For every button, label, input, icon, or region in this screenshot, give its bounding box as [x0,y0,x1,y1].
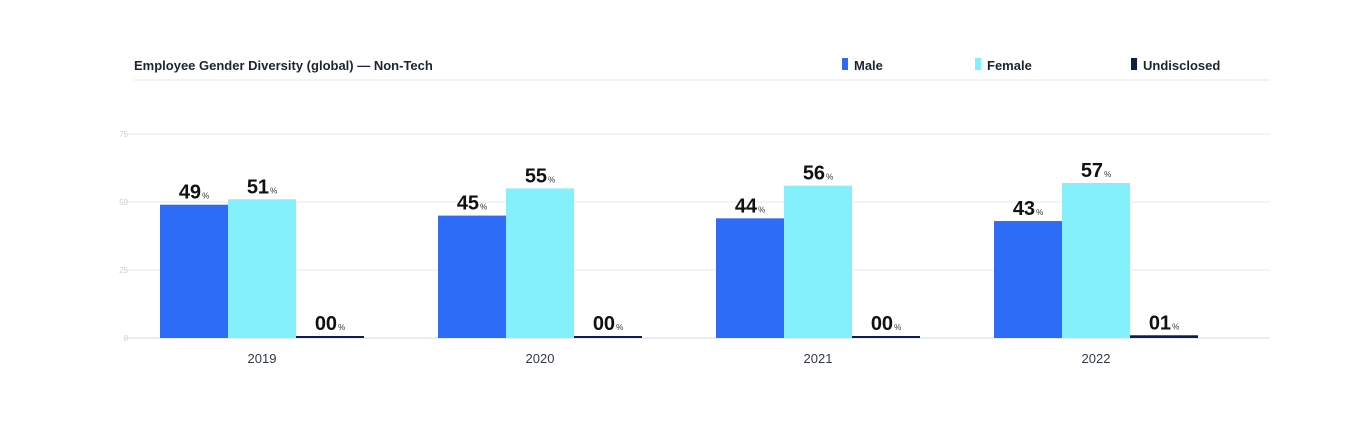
bar-female-2019 [228,199,296,338]
legend: Male Female Undisclosed [842,58,1220,73]
bar-male-2020 [438,215,506,338]
bar-undisclosed-2020 [574,336,642,338]
y-axis-ticks: 0 25 50 75 [119,130,128,343]
value-label: 55% [525,165,555,187]
bar-male-2021 [716,218,784,338]
value-label: 00% [593,313,623,335]
value-labels-layer: 49% 51% 00% 45% 55% 00% 44% 56% 00% 43% 57% 01% [179,160,1179,335]
value-label: 57% [1081,160,1111,182]
x-tick-label: 2020 [526,351,555,366]
bar-male-2019 [160,204,228,338]
x-tick-label: 2022 [1082,351,1111,366]
y-tick-label: 25 [119,266,128,275]
bar-male-2022 [994,221,1062,338]
bar-female-2022 [1062,182,1130,338]
value-label: 49% [179,182,209,204]
y-tick-label: 0 [124,334,129,343]
x-tick-label: 2019 [248,351,277,366]
legend-swatch-male [842,58,848,70]
bar-undisclosed-2022 [1130,335,1198,338]
bars-layer [160,182,1198,338]
y-tick-label: 50 [119,198,128,207]
bar-undisclosed-2021 [852,336,920,338]
legend-label-female: Female [987,58,1032,73]
value-label: 43% [1013,198,1043,220]
value-label: 44% [735,195,765,217]
legend-label-undisclosed: Undisclosed [1143,58,1220,73]
legend-swatch-female [975,58,981,70]
value-label: 01% [1149,312,1179,334]
bar-female-2021 [784,185,852,338]
value-label: 51% [247,176,277,198]
value-label: 56% [803,163,833,185]
chart-title: Employee Gender Diversity (global) — Non… [134,58,433,73]
value-label: 45% [457,193,487,215]
value-label: 00% [871,313,901,335]
bar-undisclosed-2019 [296,336,364,338]
y-tick-label: 75 [119,130,128,139]
x-tick-label: 2021 [804,351,833,366]
value-label: 00% [315,313,345,335]
x-axis-ticks: 2019 2020 2021 2022 [248,351,1111,366]
legend-label-male: Male [854,58,883,73]
bar-female-2020 [506,188,574,338]
legend-swatch-undisclosed [1131,58,1137,70]
